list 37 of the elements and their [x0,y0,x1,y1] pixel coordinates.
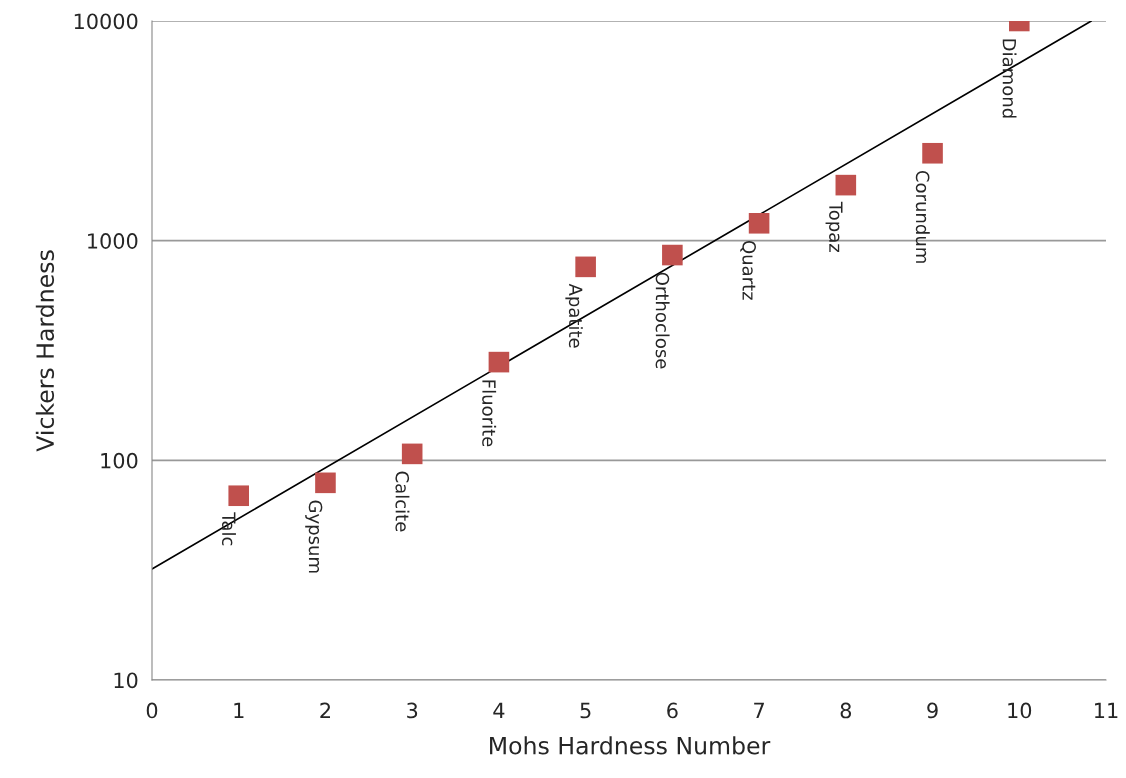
point [922,142,943,164]
point [488,351,510,373]
point [575,256,596,278]
x-tick-label: 11 [1095,702,1118,719]
y-tick-label: 1000 [88,233,138,249]
x-tick-label: 5 [580,702,591,719]
x-tick-label: 4 [493,702,505,719]
y-tick-label: 100 [101,452,138,469]
annotation: Calcite [395,471,410,532]
point [748,212,770,234]
point [401,443,423,465]
annotation: Talc [221,512,236,546]
annotation: Topaz [825,201,843,253]
point [662,244,683,266]
x-tick-label: 1 [234,702,244,719]
x-axis-title: Mohs Hardness Number [490,736,771,755]
point [228,485,250,507]
annotation: Gypsum [305,500,323,573]
x-tick-label: 3 [407,702,418,719]
x-tick-label: 9 [927,702,938,719]
annotation: Fluorite [482,380,497,447]
annotation: Apatite [565,283,583,348]
point [835,174,857,196]
x-tick-label: 2 [320,702,330,719]
x-tick-label: 7 [754,702,764,719]
point [315,472,336,494]
x-tick-label: 10 [1008,702,1032,719]
annotation: Quartz [740,240,756,300]
annotation: Orthoclose [655,272,670,369]
x-tick-label: 0 [146,702,158,719]
annotation: Diamond [1002,39,1017,118]
y-tick-label: 10 [114,672,138,689]
annotation: Corundum [915,170,930,263]
x-tick-label: 8 [840,702,852,719]
x-tick-label: 6 [667,702,678,719]
y-tick-label: 10000 [74,13,138,30]
y-axis-title: Vickers Hardness [35,250,55,452]
